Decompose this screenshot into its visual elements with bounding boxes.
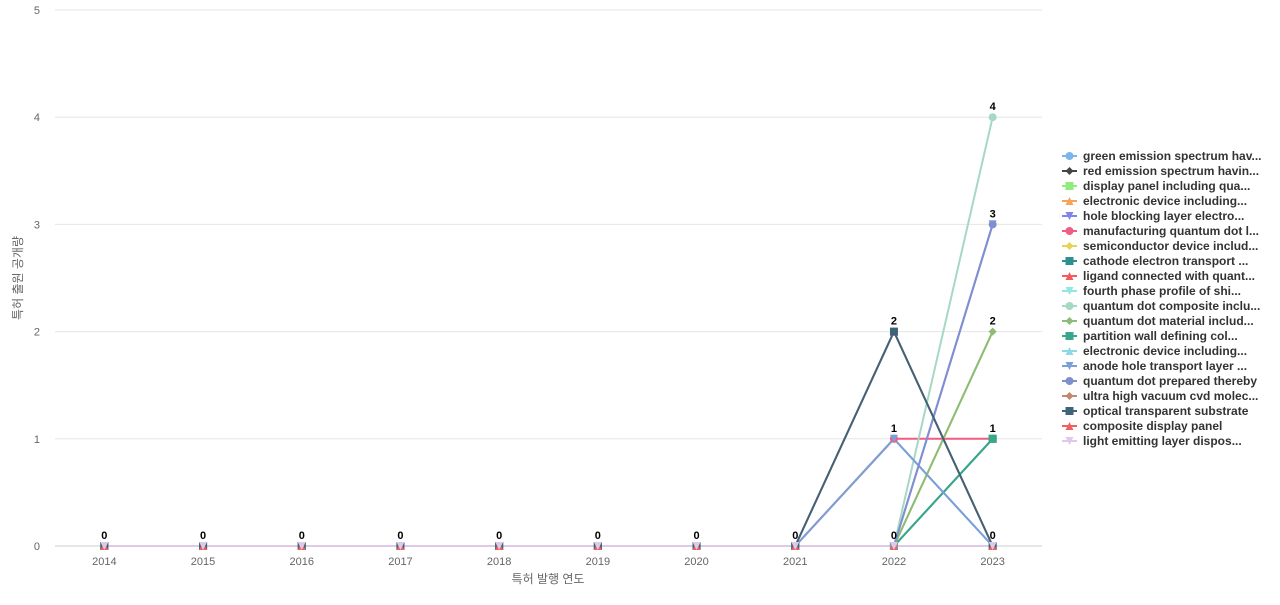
- data-point: [988, 434, 997, 443]
- legend-symbol: [1065, 272, 1074, 280]
- data-label: 0: [397, 530, 403, 542]
- data-point: [889, 327, 898, 336]
- y-tick-label: 0: [34, 541, 40, 553]
- y-tick-label: 5: [34, 5, 40, 17]
- legend-label[interactable]: optical transparent substrate: [1083, 404, 1249, 418]
- data-label: 3: [990, 208, 996, 220]
- legend-label[interactable]: anode hole transport layer ...: [1083, 359, 1247, 373]
- legend-label[interactable]: ultra high vacuum cvd molec...: [1083, 389, 1258, 403]
- y-tick-label: 4: [34, 112, 40, 124]
- y-tick-label: 2: [34, 327, 40, 339]
- data-point: [988, 113, 997, 122]
- legend-label[interactable]: quantum dot composite inclu...: [1083, 299, 1260, 313]
- legend-label[interactable]: electronic device including...: [1083, 194, 1247, 208]
- series-line: [104, 438, 994, 547]
- legend-symbol: [1065, 407, 1074, 415]
- data-label: 2: [891, 316, 897, 328]
- x-tick-label: 2022: [882, 556, 906, 568]
- legend-label[interactable]: red emission spectrum havin...: [1083, 164, 1259, 178]
- x-tick-label: 2015: [191, 556, 215, 568]
- legend-label[interactable]: ligand connected with quant...: [1083, 269, 1255, 283]
- x-axis-label: 특허 발행 연도: [512, 571, 585, 586]
- legend-label[interactable]: composite display panel: [1083, 419, 1222, 433]
- legend-label[interactable]: quantum dot prepared thereby: [1083, 374, 1257, 388]
- data-label: 1: [891, 423, 897, 435]
- data-label: 2: [990, 316, 996, 328]
- x-tick-label: 2019: [586, 556, 610, 568]
- legend-symbol: [1065, 422, 1074, 430]
- legend-label[interactable]: electronic device including...: [1083, 344, 1247, 358]
- legend-symbol: [1065, 227, 1074, 235]
- legend-label[interactable]: partition wall defining col...: [1083, 329, 1238, 343]
- series-line: [104, 224, 994, 547]
- legend-label[interactable]: manufacturing quantum dot l...: [1083, 224, 1259, 238]
- x-tick-label: 2020: [684, 556, 708, 568]
- data-point: [791, 542, 800, 550]
- legend-symbol: [1065, 347, 1074, 355]
- data-point: [889, 542, 898, 550]
- series-line: [104, 437, 994, 547]
- x-tick-label: 2016: [290, 556, 314, 568]
- legend-label[interactable]: light emitting layer dispos...: [1083, 434, 1242, 448]
- data-point: [988, 220, 997, 229]
- legend-label[interactable]: semiconductor device includ...: [1083, 239, 1258, 253]
- legend-symbol: [1065, 317, 1074, 325]
- data-label: 0: [891, 530, 897, 542]
- data-point: [988, 327, 997, 336]
- legend-symbol: [1065, 242, 1074, 250]
- data-point: [297, 542, 306, 550]
- legend-symbol: [1065, 152, 1074, 160]
- data-label: 1: [990, 423, 996, 435]
- data-point: [593, 542, 602, 550]
- data-label: 0: [299, 530, 305, 542]
- data-label: 0: [200, 530, 206, 542]
- data-point: [495, 542, 504, 550]
- data-label: 0: [595, 530, 601, 542]
- data-point: [396, 542, 405, 550]
- legend-symbol: [1065, 302, 1074, 310]
- data-label: 0: [101, 530, 107, 542]
- legend-symbol: [1065, 437, 1074, 445]
- legend-symbol: [1065, 167, 1074, 175]
- x-tick-label: 2021: [783, 556, 807, 568]
- data-label: 0: [792, 530, 798, 542]
- series-line: [104, 224, 994, 547]
- y-tick-label: 3: [34, 219, 40, 231]
- data-label: 0: [693, 530, 699, 542]
- legend-label[interactable]: fourth phase profile of shi...: [1083, 284, 1241, 298]
- series-line: [104, 437, 994, 547]
- y-axis-label: 특허 출원 공개량: [11, 236, 25, 320]
- data-label: 0: [990, 530, 996, 542]
- legend-label[interactable]: green emission spectrum hav...: [1083, 149, 1262, 163]
- legend-label[interactable]: quantum dot material includ...: [1083, 314, 1254, 328]
- data-point: [889, 434, 898, 443]
- series-line: [104, 437, 993, 547]
- legend-symbol: [1065, 332, 1074, 340]
- legend-symbol: [1065, 257, 1074, 265]
- data-label: 0: [496, 530, 502, 542]
- x-tick-label: 2018: [487, 556, 511, 568]
- data-point: [100, 542, 109, 550]
- legend-label[interactable]: display panel including qua...: [1083, 179, 1250, 193]
- data-point: [988, 542, 997, 550]
- x-tick-label: 2017: [388, 556, 412, 568]
- legend-label[interactable]: hole blocking layer electro...: [1083, 209, 1244, 223]
- y-tick-label: 1: [34, 434, 40, 446]
- legend-symbol: [1065, 212, 1074, 220]
- legend-symbol: [1065, 182, 1074, 190]
- legend-symbol: [1065, 197, 1074, 205]
- legend-symbol: [1065, 362, 1074, 370]
- x-tick-label: 2014: [92, 556, 116, 568]
- legend-symbol: [1065, 392, 1074, 400]
- data-point: [199, 542, 208, 550]
- legend-symbol: [1065, 287, 1074, 295]
- x-tick-label: 2023: [980, 556, 1004, 568]
- data-label: 4: [990, 101, 997, 113]
- legend-symbol: [1065, 377, 1074, 385]
- data-point: [692, 542, 701, 550]
- legend-label[interactable]: cathode electron transport ...: [1083, 254, 1248, 268]
- series-line: [104, 438, 994, 547]
